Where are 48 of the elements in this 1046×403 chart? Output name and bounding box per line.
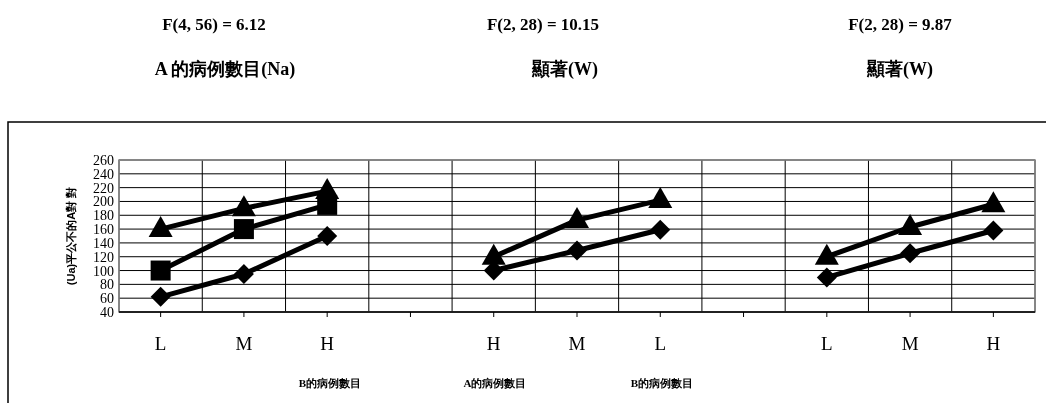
text: B的病例數目 <box>298 377 362 389</box>
point <box>317 194 338 215</box>
x-tick-label: L <box>821 333 833 354</box>
text: 顯著(W) <box>531 59 598 80</box>
point <box>567 240 587 261</box>
point <box>148 216 173 238</box>
y-tick-label: 260 <box>93 153 114 168</box>
x-tick-label: M <box>901 333 919 354</box>
point <box>983 220 1004 241</box>
point <box>150 286 171 307</box>
y-tick-label: 80 <box>100 277 114 293</box>
point <box>233 264 254 284</box>
text: F(2, 28) = 9.87 <box>848 15 953 34</box>
x-tick-label: H <box>986 333 1001 354</box>
point <box>150 260 171 281</box>
text: 顯著(W) <box>866 59 933 80</box>
point <box>565 207 589 229</box>
x-tick-label: L <box>154 333 167 354</box>
x-tick-label: L <box>654 333 667 354</box>
point <box>981 191 1006 213</box>
y-tick-label: 160 <box>93 222 114 238</box>
point <box>816 267 837 288</box>
point <box>317 226 338 246</box>
x-tick-label: M <box>568 333 586 354</box>
y-axis-title: (Ua)平公不的A對 對 <box>65 186 77 286</box>
x-tick-label: H <box>320 333 335 354</box>
point <box>650 219 671 240</box>
text: F(2, 28) = 10.15 <box>486 15 600 34</box>
point <box>900 243 921 264</box>
y-tick-label: 240 <box>93 166 114 182</box>
text: A的病例數目 <box>463 377 527 389</box>
point <box>898 214 923 236</box>
text: B的病例數目 <box>630 377 694 389</box>
y-tick-label: 40 <box>100 305 114 320</box>
y-tick-label: 100 <box>93 263 114 279</box>
y-tick-label: 220 <box>93 180 114 196</box>
point <box>233 219 254 240</box>
y-tick-label: 60 <box>100 291 114 307</box>
y-tick-label: 140 <box>93 235 114 251</box>
x-tick-label: H <box>486 333 501 354</box>
x-tick-label: M <box>235 333 253 354</box>
point <box>231 195 256 217</box>
text: F(4, 56) = 6.12 <box>162 15 266 34</box>
y-tick-label: 180 <box>93 208 114 224</box>
text: A 的病例數目(Na) <box>154 59 296 80</box>
point <box>648 187 673 209</box>
y-tick-label: 120 <box>93 249 114 265</box>
y-tick-label: 200 <box>93 194 114 210</box>
